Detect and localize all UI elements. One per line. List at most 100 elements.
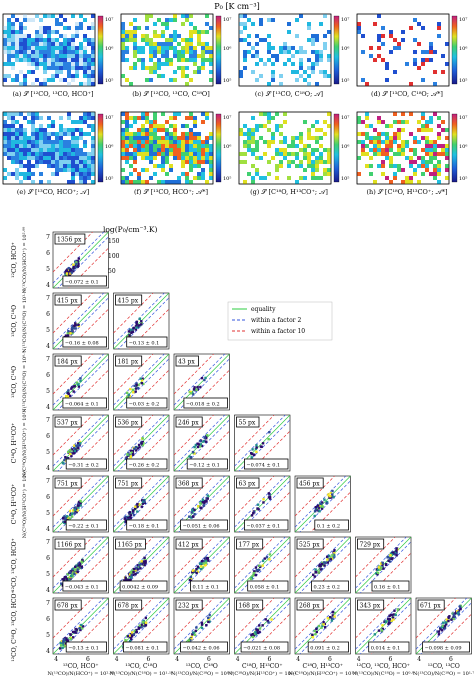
pixel-count: 246 px [178,420,199,427]
scatter-point [252,453,256,456]
factor2-line [359,602,411,654]
scatter-point [381,624,384,627]
bias-value: −0.13 ± 0.1 [129,341,160,347]
scatter-point [75,262,78,266]
pixel-count: 415 px [118,298,139,305]
map-cbar-tick: 10⁷ [459,17,467,23]
scatter-point [73,446,76,450]
y-tick: 4 [46,526,50,533]
scatter-point [128,334,131,337]
factor2-line [295,476,347,528]
scatter-point [261,442,265,445]
map-caption-2: (b) 𝒮 [¹²CO, ¹³CO, C¹⁸O] [132,90,210,98]
map-cbar-tick: 10⁵ [223,176,231,182]
scatter-point [381,561,384,565]
scatter-point [139,567,142,570]
scatter-point [137,503,141,506]
factor2-line [53,415,105,467]
scatter-point [375,572,378,575]
col-sublabel-3: N(C¹⁸O)/N(H¹³CO⁺) = 10¹·² [228,670,296,677]
x-tick: 6 [86,656,90,663]
map-cbar-tick: 10⁵ [459,78,467,84]
scatter-point [128,511,132,514]
scatter-point [266,619,270,623]
scatter-point [63,638,66,641]
map-panel-3: 10⁷ 10⁶ 10⁵ (c) 𝒮 [¹³CO, C¹⁸O; 𝒜] [238,13,349,98]
scatter-panel-r6-c2: 232 px −0.042 ± 0.06 [173,597,230,655]
scatter-point [73,451,76,455]
scatter-point [195,626,198,629]
equality-line [53,293,109,349]
scatter-point [134,567,137,570]
scatter-panel-r4-c4: 456 px 0.1 ± 0.2 [294,475,351,533]
scatter-point [129,514,133,517]
scatter-point [136,571,139,574]
factor10-line [128,613,169,654]
scatter-panel-r6-c3: 168 px −0.021 ± 0.08 [234,597,291,655]
scatter-point [63,515,66,518]
scatter-point [142,382,145,386]
y-tick: 4 [46,648,50,655]
factor2-line [416,598,468,650]
scatter-point [327,493,330,496]
scatter-point [382,567,385,570]
scatter-point [78,561,82,565]
scatter-point [140,320,143,323]
scatter-point [134,505,137,508]
scatter-point [64,576,67,579]
scatter-point [64,272,67,276]
scatter-point [73,568,77,572]
scatter-point [67,267,70,270]
scatter-point [132,513,136,517]
bias-value: −0.13 ± 0.1 [68,646,99,652]
scatter-point [313,575,316,578]
scatter-point [136,510,139,513]
bias-value: −0.072 ± 0.1 [65,280,99,286]
factor2-line [299,602,351,654]
y-tick: 7 [46,600,50,607]
x-tick: 4 [417,656,421,663]
legend-equality: equality [251,306,276,313]
scatter-point [331,493,334,496]
scatter-point [262,501,265,504]
pixel-count: 55 px [239,420,256,427]
scatter-point [77,257,81,260]
pixel-count: 751 px [57,481,78,488]
y-tick: 4 [46,404,50,411]
factor2-line [238,602,290,654]
scatter-point [453,615,456,618]
col-label-5: ¹²CO, ¹³CO, HCO⁺ [357,663,410,670]
scatter-point [199,506,202,509]
pixel-count: 181 px [118,359,139,366]
scatter-point [131,452,135,456]
top-title: P₀ [K cm⁻³] [214,2,259,11]
scatter-point [70,329,74,333]
scatter-point [265,556,269,559]
factor2-line [174,415,226,467]
grid-cbar-tick-150: 150 [108,238,120,245]
scatter-point [389,552,393,555]
scatter-point [75,628,79,631]
factor2-line [53,476,105,528]
pixel-count: 1166 px [57,542,82,549]
factor2-line [178,480,230,532]
map-panel-6: 10⁷ 10⁶ 10⁵ (f) 𝒮 [¹³CO, HCO⁺; 𝒜*] [120,111,231,196]
map-caption-3: (c) 𝒮 [¹³CO, C¹⁸O; 𝒜] [255,90,323,98]
scatter-point [315,627,318,631]
scatter-point [64,517,67,520]
scatter-point [134,445,138,449]
scatter-point [124,515,128,519]
factor10-line [68,430,109,471]
scatter-point [328,559,331,562]
scatter-point [203,501,206,504]
scatter-point [133,384,136,388]
equality-line [234,476,290,532]
factor2-line [355,537,407,589]
scatter-point [67,516,70,520]
scatter-point [188,639,192,642]
scatter-point [251,635,255,639]
factor10-line [68,613,109,654]
scatter-point [251,633,254,636]
scatter-point [207,620,210,624]
scatter-point [312,573,315,576]
